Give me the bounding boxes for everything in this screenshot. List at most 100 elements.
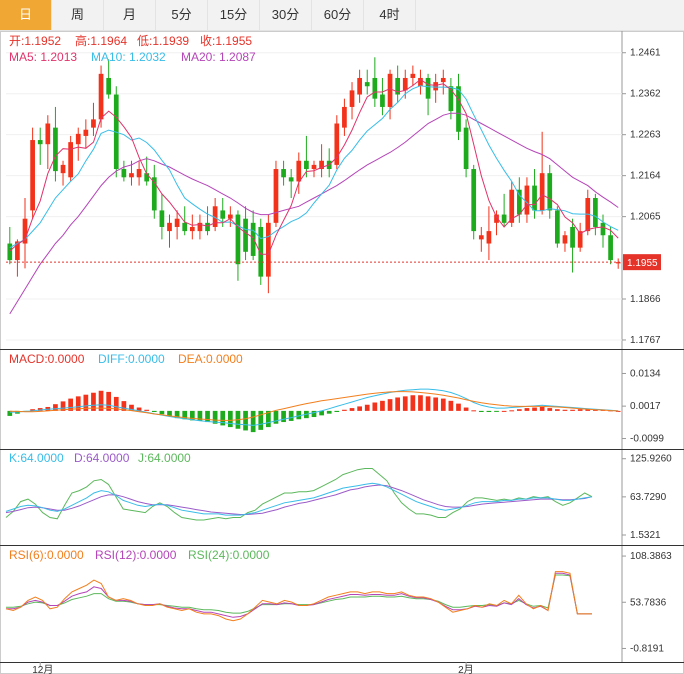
- j-line: [5, 468, 593, 521]
- price-gridlines: [6, 52, 622, 341]
- macd-bar: [68, 398, 73, 411]
- macd-bar: [136, 407, 142, 411]
- macd-bar: [7, 410, 13, 416]
- current-price-label: 1.1955: [627, 258, 658, 269]
- candle-body: [205, 222, 210, 232]
- macd-bar: [113, 396, 119, 411]
- macd-bar: [60, 401, 66, 411]
- candle-body: [288, 177, 294, 182]
- candle-body: [448, 86, 454, 112]
- candle-body: [227, 214, 233, 219]
- date-tick-label: 2月: [458, 664, 474, 674]
- macd-bar: [326, 410, 332, 414]
- macd-bar: [212, 410, 218, 424]
- macd-bar: [53, 404, 58, 411]
- rsi-tick-label: 108.3863: [630, 551, 672, 562]
- macd-bar: [486, 410, 492, 413]
- macd-bar: [425, 396, 431, 411]
- tab-4hour[interactable]: 4时: [364, 0, 416, 30]
- rsi6-line: [5, 571, 592, 622]
- tab-5min[interactable]: 5分: [156, 0, 208, 30]
- candle-body: [501, 214, 507, 223]
- macd-bar: [387, 399, 393, 411]
- tab-60min[interactable]: 60分: [312, 0, 364, 30]
- kdj-tick-label: 1.5321: [630, 530, 661, 541]
- candle-body: [129, 173, 134, 178]
- tab-day[interactable]: 日: [0, 0, 52, 30]
- tab-month[interactable]: 月: [104, 0, 156, 30]
- macd-tick-label: -0.0099: [630, 434, 664, 445]
- candle-body: [516, 189, 522, 215]
- k-line: [5, 482, 593, 516]
- candle-body: [258, 226, 264, 277]
- macd-bar: [106, 391, 112, 411]
- tab-week[interactable]: 周: [52, 0, 104, 30]
- candle-body: [281, 169, 286, 178]
- macd-bar: [334, 410, 340, 413]
- legend-ma10: MA10: 1.2032: [91, 50, 166, 64]
- macd-tick-label: 0.0017: [630, 401, 661, 412]
- macd-bar: [167, 410, 172, 417]
- macd-bar: [197, 410, 203, 421]
- macd-bar: [273, 410, 279, 424]
- legend-k: K:64.0000: [9, 451, 64, 465]
- legend-d: D:64.0000: [74, 451, 130, 465]
- macd-bar: [539, 406, 545, 411]
- candle-body: [380, 94, 385, 107]
- tab-30min[interactable]: 30分: [260, 0, 312, 30]
- kdj-tick-label: 63.7290: [630, 492, 667, 503]
- macd-bar: [91, 392, 96, 411]
- candle-body: [98, 73, 104, 120]
- candle-body: [615, 262, 621, 264]
- candle-body: [395, 77, 401, 95]
- candle-body: [478, 235, 484, 240]
- candle-body: [22, 218, 28, 244]
- macd-bar: [410, 395, 416, 411]
- macd-bar: [547, 408, 553, 411]
- legend-ma5: MA5: 1.2013: [9, 50, 77, 64]
- dea-line: [9, 391, 619, 421]
- kdj-panel: [5, 468, 593, 521]
- legend-dea: DEA:0.0000: [178, 352, 243, 366]
- macd-bar: [75, 396, 81, 411]
- price-tick-label: 1.1767: [630, 335, 661, 346]
- macd-bar: [121, 401, 127, 411]
- tab-15min[interactable]: 15分: [208, 0, 260, 30]
- candle-body: [121, 169, 127, 178]
- ma10-line: [9, 85, 619, 249]
- candle-body: [402, 77, 408, 91]
- price-tick-label: 1.1866: [630, 294, 661, 305]
- macd-bar: [288, 410, 294, 421]
- candle-body: [494, 214, 499, 223]
- legend-ma20: MA20: 1.2087: [181, 50, 256, 64]
- macd-bar: [463, 407, 469, 411]
- candle-body: [106, 77, 112, 95]
- candle-body: [91, 119, 96, 128]
- candle-body: [167, 222, 172, 232]
- price-tick-label: 1.2164: [630, 171, 661, 182]
- candle-body: [197, 222, 203, 232]
- legend-macd: MACD:0.0000: [9, 352, 85, 366]
- axes: 1.2461 1.2362 1.2263 1.2164 1.2065 1.1866 1.17…: [6, 48, 672, 674]
- macd-bar: [258, 410, 264, 430]
- ma5-line: [9, 78, 619, 255]
- ma20-line: [9, 112, 619, 315]
- macd-bar: [30, 409, 35, 411]
- candle-body: [539, 173, 545, 211]
- price-tick-label: 1.2461: [630, 48, 661, 59]
- macd-panel: [7, 388, 621, 433]
- macd-bar: [83, 394, 89, 411]
- candle-body: [273, 169, 279, 223]
- candle-body: [182, 222, 188, 232]
- macd-bar: [349, 408, 355, 411]
- candle-body: [45, 123, 51, 145]
- candle-body: [60, 164, 66, 174]
- legend-rsi6: RSI(6):0.0000: [9, 548, 84, 562]
- candle-body: [418, 77, 423, 87]
- period-tabs: 日 周 月 5分 15分 30分 60分 4时: [0, 0, 684, 31]
- macd-bar: [357, 406, 362, 411]
- candle-body: [319, 160, 324, 170]
- macd-bar: [243, 410, 248, 431]
- rsi-tick-label: 53.7836: [630, 597, 667, 608]
- macd-bar: [129, 404, 134, 411]
